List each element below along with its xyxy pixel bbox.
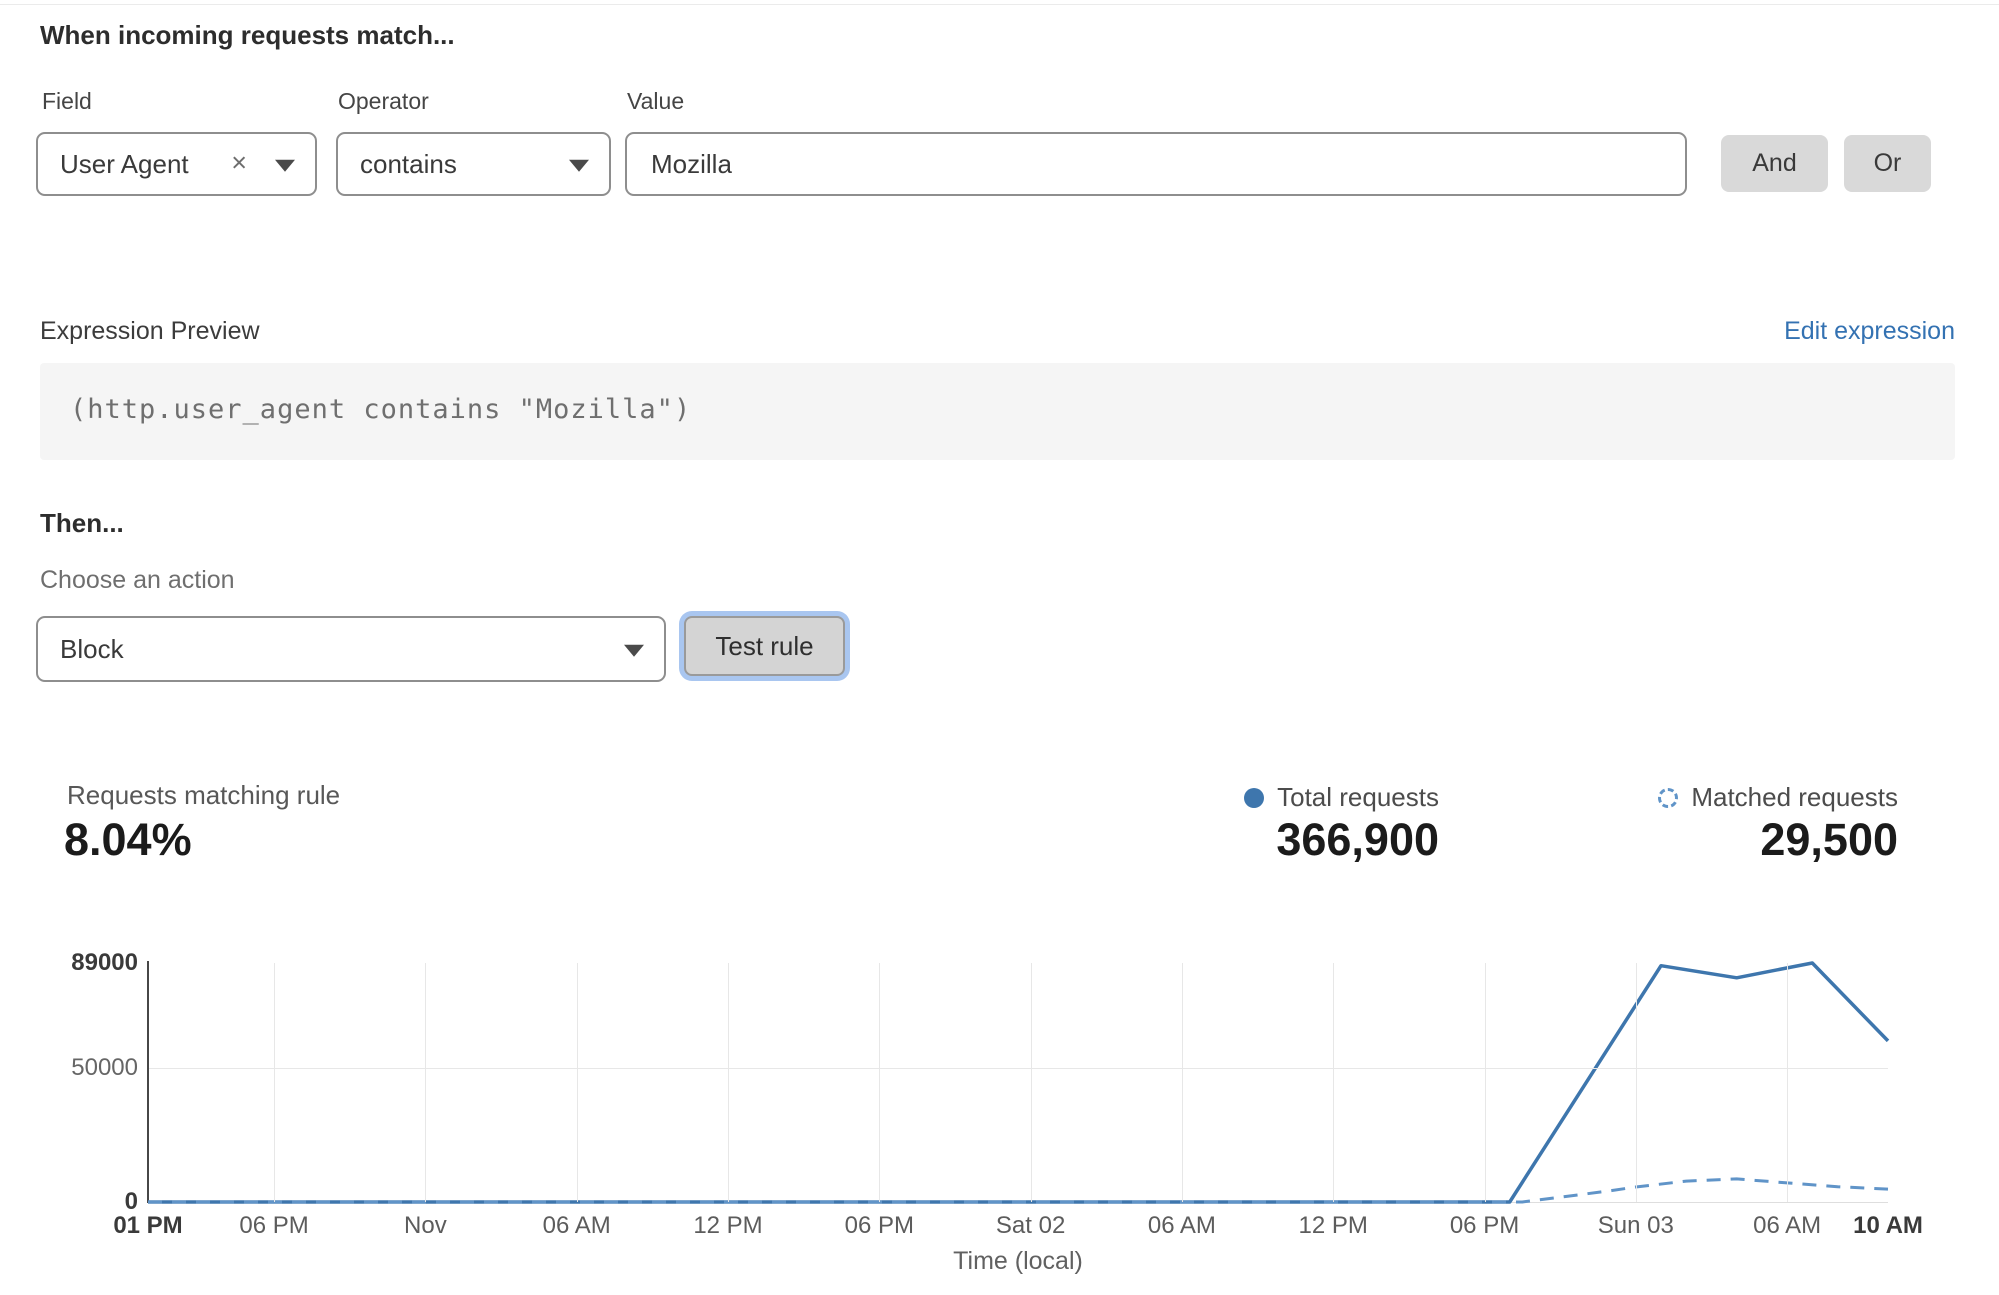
x-axis-tick-label: 06 AM: [1147, 1212, 1216, 1239]
x-axis-title: Time (local): [953, 1247, 1083, 1275]
y-axis-tick-label: 89000: [71, 949, 138, 976]
requests-matching-label: Requests matching rule: [67, 780, 341, 810]
action-select-value: Block: [60, 633, 124, 664]
y-axis-tick-label: 50000: [71, 1053, 138, 1081]
x-axis-tick-label: 10 AM: [1853, 1212, 1923, 1239]
top-divider: [0, 4, 1999, 5]
y-axis-tick-label: 0: [124, 1188, 138, 1215]
x-axis-tick-label: 06 PM: [1449, 1212, 1520, 1239]
total-requests-value: 366,900: [1276, 814, 1439, 865]
operator-label: Operator: [338, 88, 429, 114]
choose-action-label: Choose an action: [40, 566, 235, 594]
x-axis-tick-label: 01 PM: [113, 1212, 183, 1239]
legend-total-requests: Total requests: [1244, 782, 1439, 813]
total-requests-label: Total requests: [1277, 782, 1439, 812]
series-line-matched-requests: [148, 1177, 1889, 1204]
chevron-down-icon: [569, 159, 589, 172]
vertical-gridline: [274, 963, 276, 1202]
solid-dot-icon: [1244, 787, 1265, 808]
vertical-gridline: [1635, 963, 1637, 1202]
x-axis-tick-label: 12 PM: [693, 1212, 763, 1239]
and-button[interactable]: And: [1721, 135, 1828, 192]
operator-select[interactable]: contains: [336, 132, 611, 196]
x-axis-tick-label: 06 AM: [1753, 1212, 1822, 1239]
dashed-circle-icon: [1658, 787, 1679, 808]
chart-plot-area: [148, 961, 1890, 1204]
y-axis-line: [147, 961, 149, 1203]
edit-expression-link[interactable]: Edit expression: [1784, 317, 1955, 345]
legend-matched-requests: Matched requests: [1658, 782, 1898, 813]
field-select[interactable]: User Agent ×: [36, 132, 317, 196]
vertical-gridline: [1181, 963, 1183, 1202]
horizontal-gridline: [149, 1067, 1888, 1069]
vertical-gridline: [1030, 963, 1032, 1202]
clear-field-icon[interactable]: ×: [231, 147, 247, 178]
chevron-down-icon: [275, 159, 295, 172]
test-rule-button[interactable]: Test rule: [684, 616, 845, 676]
value-label: Value: [627, 88, 685, 114]
or-button[interactable]: Or: [1844, 135, 1931, 192]
vertical-gridline: [425, 963, 427, 1202]
expression-preview-box: (http.user_agent contains "Mozilla"): [40, 363, 1955, 460]
field-select-value: User Agent: [60, 148, 189, 179]
matched-requests-value: 29,500: [1760, 814, 1898, 865]
x-axis-tick-label: 06 AM: [542, 1212, 611, 1239]
vertical-gridline: [1787, 963, 1789, 1202]
expression-preview-label: Expression Preview: [40, 317, 260, 345]
x-axis-tick-label: 12 PM: [1298, 1212, 1368, 1239]
x-axis-tick-label: Sun 03: [1597, 1212, 1674, 1239]
field-label: Field: [42, 88, 92, 114]
matched-requests-label: Matched requests: [1691, 782, 1898, 812]
expression-text: (http.user_agent contains "Mozilla"): [70, 394, 692, 425]
action-select[interactable]: Block: [36, 616, 666, 682]
x-axis-tick-label: 06 PM: [844, 1212, 914, 1239]
vertical-gridline: [1333, 963, 1335, 1202]
vertical-gridline: [1484, 963, 1486, 1202]
x-axis-tick-label: Sat 02: [995, 1212, 1066, 1239]
chevron-down-icon: [624, 644, 644, 657]
page-title: When incoming requests match...: [40, 20, 455, 50]
series-line-total-requests: [148, 961, 1890, 1204]
vertical-gridline: [576, 963, 578, 1202]
requests-matching-value: 8.04%: [64, 814, 192, 865]
operator-select-value: contains: [360, 148, 457, 179]
then-heading: Then...: [40, 508, 124, 538]
x-axis-tick-label: 06 PM: [239, 1212, 309, 1239]
value-input[interactable]: [625, 132, 1687, 196]
vertical-gridline: [728, 963, 729, 1202]
vertical-gridline: [879, 963, 881, 1202]
x-axis-tick-label: Nov: [404, 1212, 447, 1239]
